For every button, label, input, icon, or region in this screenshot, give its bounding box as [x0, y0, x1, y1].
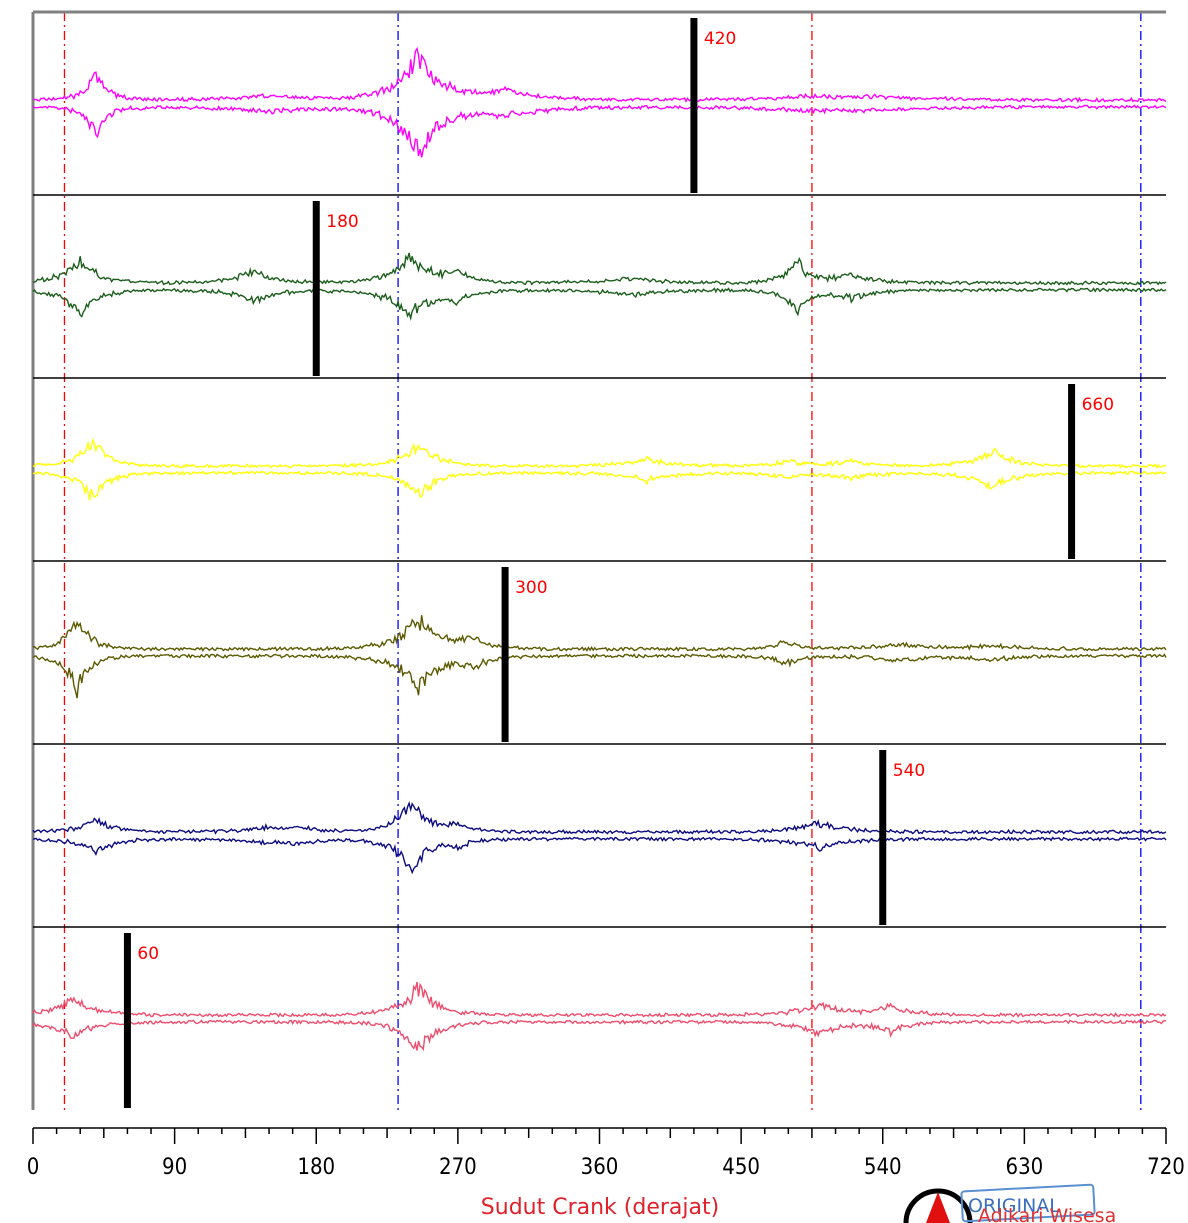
x-tick-label: 630: [1005, 1155, 1043, 1180]
crank-marker-label: 300: [515, 578, 547, 598]
trace-lower-envelope: [32, 470, 1167, 501]
x-tick-label: 360: [581, 1155, 619, 1180]
trace-panel: [32, 800, 1167, 875]
trace-panel: [32, 437, 1167, 501]
crank-marker-label: 180: [326, 212, 358, 232]
x-tick-label: 720: [1147, 1155, 1185, 1180]
trace-lower-envelope: [32, 836, 1167, 875]
watermark: ORIGINAL Adikari Wisesa: [903, 1183, 1116, 1223]
trace-lower-envelope: [32, 653, 1167, 699]
trace-panel: [32, 615, 1167, 699]
trace-upper-envelope: [32, 615, 1167, 652]
trace-upper-envelope: [32, 252, 1167, 286]
trace-upper-envelope: [32, 800, 1167, 835]
x-tick-label: 180: [297, 1155, 335, 1180]
panel-dividers: [31, 10, 1166, 1110]
logo-ring-icon: [903, 1188, 973, 1223]
x-tick-label: 450: [722, 1155, 760, 1180]
x-tick-label: 270: [439, 1155, 477, 1180]
signal-traces: [32, 46, 1167, 1052]
trace-lower-envelope: [32, 287, 1167, 321]
crank-marker-label: 60: [137, 944, 159, 964]
stamp-text: ORIGINAL: [968, 1195, 1060, 1217]
x-axis: 0 90 180 270 360 450 540 630 720: [27, 1127, 1185, 1180]
x-tick-label: 540: [864, 1155, 902, 1180]
x-tick-label: 0: [27, 1155, 40, 1180]
trace-lower-envelope: [32, 104, 1167, 158]
trace-upper-envelope: [32, 981, 1167, 1018]
x-tick-label: 90: [162, 1155, 187, 1180]
watermark-author: Adikari Wisesa: [978, 1205, 1116, 1223]
logo-arrow-icon: [926, 1192, 950, 1223]
trace-panel: [32, 252, 1167, 321]
crank-markers: 420 180 660 300 540 60: [123, 18, 1114, 1108]
trace-panel: [32, 46, 1167, 158]
x-axis-title: Sudut Crank (derajat): [481, 1195, 719, 1220]
trace-upper-envelope: [32, 437, 1167, 469]
trace-upper-envelope: [32, 46, 1167, 104]
crank-marker-label: 420: [704, 29, 736, 49]
crank-marker-label: 660: [1082, 395, 1114, 415]
trace-lower-envelope: [32, 1019, 1167, 1052]
crank-marker-label: 540: [893, 761, 925, 781]
trace-panel: [32, 981, 1167, 1052]
stamp-frame: [960, 1183, 1096, 1223]
